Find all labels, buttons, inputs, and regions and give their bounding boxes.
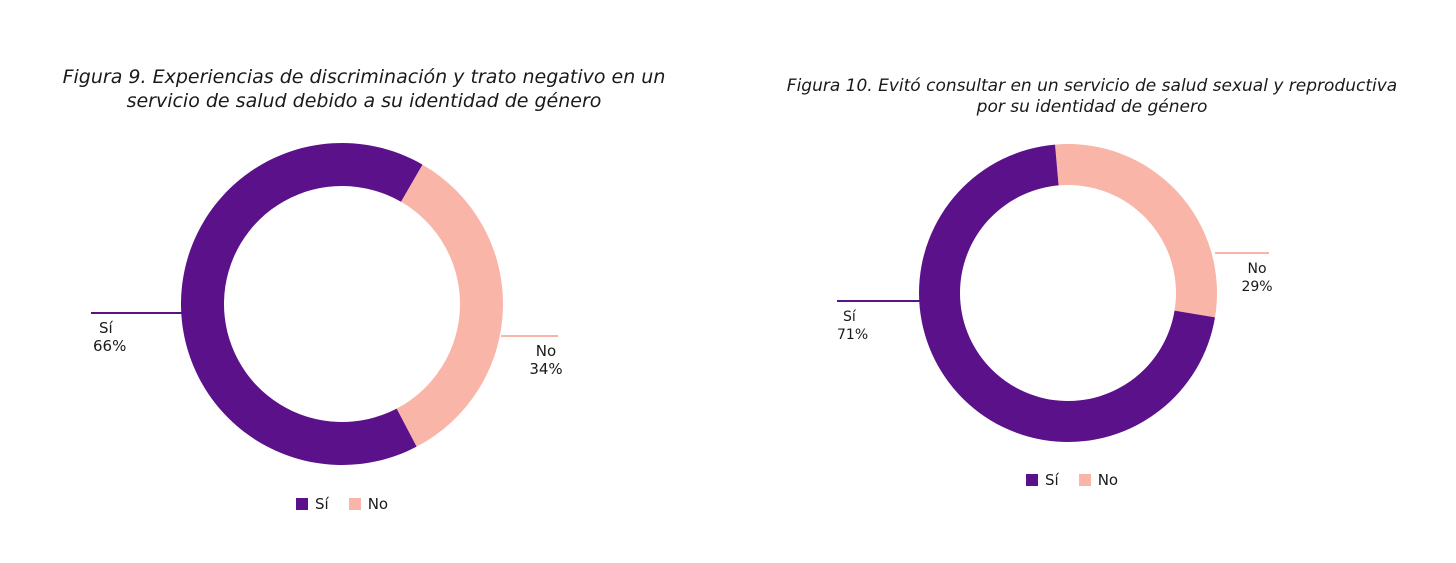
legend-item-no: No [348,495,389,513]
slice-label-category-si: Sí [99,319,114,337]
chart-title: Figura 10. Evitó consultar en un servici… [728,76,1456,119]
legend-swatch-si [296,498,308,510]
donut-slice-no [396,164,503,447]
legend-label-no: No [1097,471,1119,489]
legend-item-si: Sí [1026,471,1059,489]
chart-title-line-1: Figura 9. Experiencias de discriminación… [62,66,666,88]
chart-title-line-2: servicio de salud debido a su identidad … [126,89,602,112]
chart-title: Figura 9. Experiencias de discriminación… [0,66,728,114]
slice-label-category-si: Sí [843,309,857,325]
slice-label-value-si: 66% [93,337,126,355]
chart-figura-10: Figura 10. Evitó consultar en un servici… [728,0,1456,563]
legend-item-si: Sí [296,495,329,513]
legend-swatch-no [348,498,361,510]
legend-item-no: No [1078,471,1119,489]
chart-title-line-1: Figura 10. Evitó consultar en un servici… [786,76,1398,96]
chart-figura-9: Figura 9. Experiencias de discriminación… [0,66,728,513]
legend-label-si: Sí [1045,471,1059,489]
legend-swatch-no [1078,474,1091,486]
slice-label-value-no: 34% [529,360,562,378]
chart-legend: Sí No [296,495,408,513]
legend-label-no: No [367,495,389,513]
donut-slice-no [1055,144,1217,318]
slice-label-category-no: No [1247,261,1266,277]
donut-chart: Sí 71% No 29% [837,144,1273,442]
slice-label-category-no: No [536,342,556,360]
legend-label-si: Sí [315,495,329,513]
donut-slice-si [180,143,423,465]
legend-swatch-si [1026,474,1038,486]
chart-title-line-2: por su identidad de género [976,97,1208,118]
slice-label-value-si: 71% [837,327,868,343]
slice-label-value-no: 29% [1241,279,1272,295]
chart-legend: Sí No [1026,471,1138,489]
